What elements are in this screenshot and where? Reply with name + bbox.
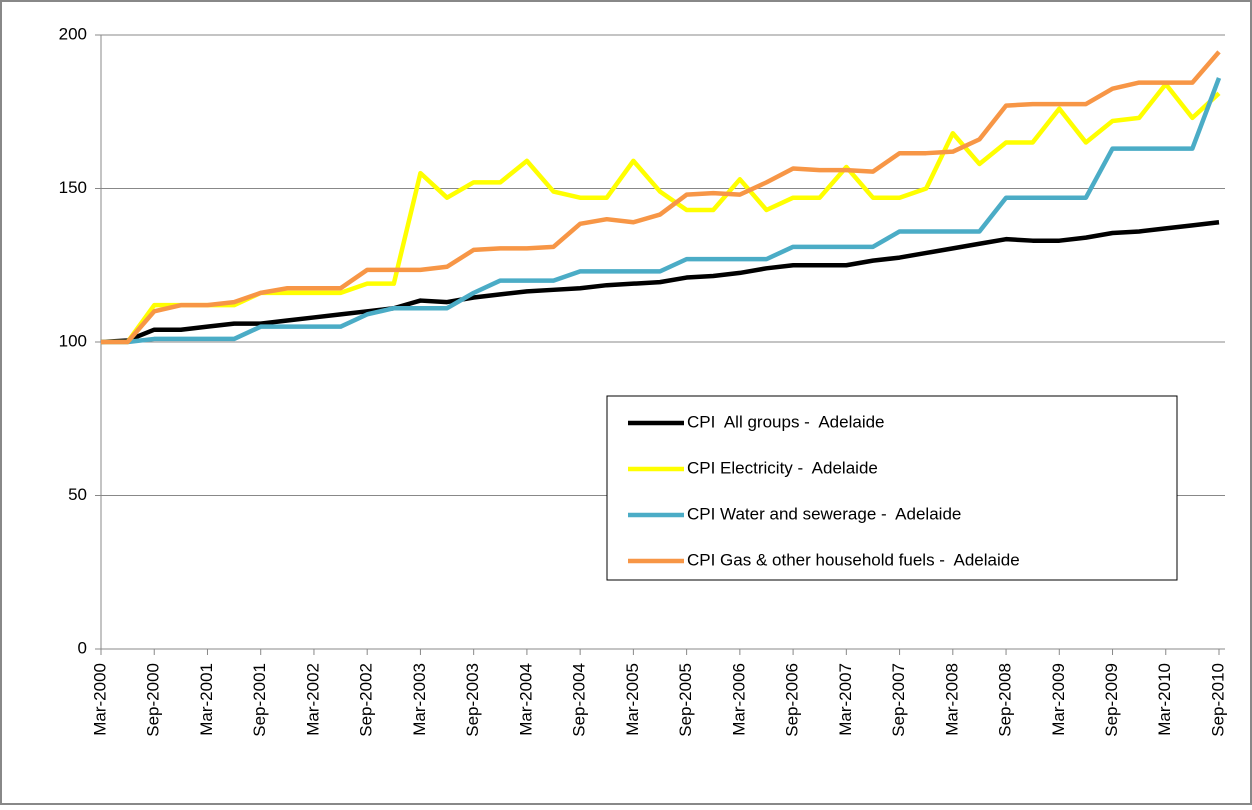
x-tick-label: Sep-2005 — [676, 663, 695, 737]
series-line — [101, 50, 1221, 345]
legend-label: CPI Gas & other household fuels - Adelai… — [687, 550, 1020, 569]
x-tick-label: Mar-2006 — [729, 663, 748, 736]
x-tick-label: Sep-2002 — [357, 663, 376, 737]
x-tick-label: Sep-2008 — [996, 663, 1015, 737]
x-tick-label: Mar-2005 — [623, 663, 642, 736]
x-tick-label: Mar-2004 — [516, 663, 535, 736]
x-tick-label: Mar-2002 — [303, 663, 322, 736]
legend-box — [606, 395, 1178, 581]
x-tick-label: Sep-2000 — [144, 663, 163, 737]
legend: CPI All groups - Adelaide CPI Electricity… — [606, 395, 1178, 581]
x-tick-label: Mar-2008 — [942, 663, 961, 736]
y-tick-label: 50 — [68, 485, 87, 504]
x-tick-label: Mar-2009 — [1049, 663, 1068, 736]
x-tick-label: Sep-2001 — [250, 663, 269, 737]
legend-label: CPI Electricity - Adelaide — [687, 458, 878, 477]
x-tick-label: Sep-2006 — [783, 663, 802, 737]
x-tick-label: Mar-2007 — [836, 663, 855, 736]
x-tick-label: Mar-2003 — [410, 663, 429, 736]
y-tick-label: 0 — [78, 638, 87, 657]
x-tick-label: Sep-2009 — [1102, 663, 1121, 737]
x-tick-label: Sep-2004 — [570, 663, 589, 737]
x-tick-label: Sep-2007 — [889, 663, 908, 737]
x-tick-label: Sep-2010 — [1208, 663, 1227, 737]
x-tick-label: Mar-2001 — [197, 663, 216, 736]
legend-label: CPI Water and sewerage - Adelaide — [687, 504, 961, 523]
x-tick-label: Sep-2003 — [463, 663, 482, 737]
series-line — [101, 77, 1222, 345]
y-tick-label: 200 — [59, 24, 87, 43]
series-line — [100, 220, 1220, 345]
legend-label: CPI All groups - Adelaide — [687, 412, 885, 431]
y-tick-label: 150 — [59, 178, 87, 197]
x-tick-label: Mar-2010 — [1155, 663, 1174, 736]
y-tick-label: 100 — [59, 331, 87, 350]
series-line — [101, 81, 1221, 345]
x-tick-label: Mar-2000 — [90, 663, 109, 736]
